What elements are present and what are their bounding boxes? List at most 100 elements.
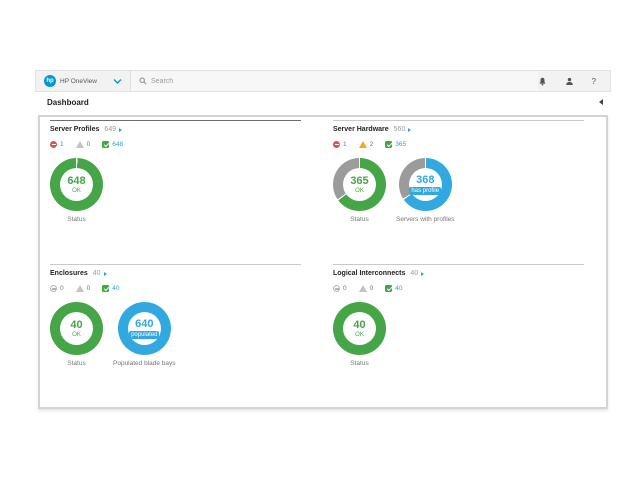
donut-column: 40 OK Status xyxy=(50,302,103,367)
critical-status-filter[interactable]: 1 xyxy=(50,141,64,148)
donut-column: 368 has profile Servers with profiles xyxy=(396,158,455,223)
panel-count[interactable]: 560 xyxy=(393,126,406,133)
donut-center: 40 OK xyxy=(60,312,93,345)
donut-value: 365 xyxy=(350,174,369,187)
ok-status-filter[interactable]: 648 xyxy=(102,141,123,148)
expand-arrow-icon[interactable] xyxy=(119,127,123,132)
donut-row: 648 OK Status xyxy=(50,158,301,223)
donut-sublabel: populated xyxy=(129,330,160,339)
donut-column: 365 OK Status xyxy=(333,158,386,223)
status-donut-chart[interactable]: 40 OK xyxy=(333,302,386,355)
expand-arrow-icon[interactable] xyxy=(103,271,107,276)
hp-logo: hp xyxy=(44,75,56,87)
status-summary-row: 1 0 648 xyxy=(50,141,301,148)
ok-status-filter[interactable]: 40 xyxy=(385,285,402,292)
critical-count: 1 xyxy=(343,141,347,148)
donut-sublabel: OK xyxy=(72,187,81,194)
warning-count: 2 xyxy=(369,141,374,148)
donut-label: Status xyxy=(67,216,86,223)
critical-status-filter[interactable]: 0 xyxy=(333,285,347,292)
brand-menu[interactable]: hp HP OneView xyxy=(36,71,130,91)
panel-count[interactable]: 40 xyxy=(92,270,101,277)
panel-header: Server Hardware 560 xyxy=(333,126,584,133)
donut-value: 40 xyxy=(70,318,83,331)
top-bar: hp HP OneView ? xyxy=(35,70,611,92)
panel-count[interactable]: 649 xyxy=(104,126,117,133)
panel-title-link[interactable]: Logical Interconnects xyxy=(333,270,406,277)
donut-value: 368 xyxy=(416,173,435,186)
user-account-icon[interactable] xyxy=(565,77,574,86)
donut-sublabel: OK xyxy=(355,187,364,194)
donut-value: 40 xyxy=(353,318,366,331)
warning-status-filter[interactable]: 0 xyxy=(75,285,91,292)
critical-count: 0 xyxy=(60,285,64,292)
page-title: Dashboard xyxy=(47,97,89,107)
ok-check-icon xyxy=(385,285,393,292)
critical-icon xyxy=(50,285,57,292)
warning-icon xyxy=(75,141,84,148)
critical-icon xyxy=(333,141,340,148)
status-donut-chart[interactable]: 40 OK xyxy=(50,302,103,355)
ok-count: 40 xyxy=(112,285,120,292)
panel-title-link[interactable]: Server Hardware xyxy=(333,126,389,133)
donut-row: 40 OK Status 640 populated Populated bla… xyxy=(50,302,301,367)
search-icon xyxy=(139,77,147,85)
donut-row: 40 OK Status xyxy=(333,302,584,367)
brand-name: HP OneView xyxy=(60,77,97,85)
donut-row: 365 OK Status 368 has profile Servers wi… xyxy=(333,158,584,223)
ok-check-icon xyxy=(102,285,110,292)
dashboard-content: Server Profiles 649 1 0 648 xyxy=(38,115,608,409)
expand-arrow-icon[interactable] xyxy=(408,127,412,132)
ok-status-filter[interactable]: 40 xyxy=(102,285,119,292)
critical-status-filter[interactable]: 1 xyxy=(333,141,347,148)
warning-icon xyxy=(358,141,367,148)
status-summary-row: 1 2 365 xyxy=(333,141,584,148)
warning-status-filter[interactable]: 2 xyxy=(358,141,374,148)
ok-status-filter[interactable]: 365 xyxy=(385,141,406,148)
critical-status-filter[interactable]: 0 xyxy=(50,285,64,292)
panel-title-link[interactable]: Enclosures xyxy=(50,270,88,277)
donut-sublabel: OK xyxy=(355,331,364,338)
donut-column: 40 OK Status xyxy=(333,302,386,367)
warning-count: 0 xyxy=(86,285,91,292)
status-donut-chart[interactable]: 648 OK xyxy=(50,158,103,211)
panel-title-link[interactable]: Server Profiles xyxy=(50,126,100,133)
critical-icon xyxy=(333,285,340,292)
expand-arrow-icon[interactable] xyxy=(421,271,425,276)
donut-sublabel: has profile xyxy=(409,186,442,195)
panel-enclosures: Enclosures 40 0 0 40 xyxy=(50,264,301,408)
panel-header: Server Profiles 649 xyxy=(50,126,301,133)
help-icon[interactable]: ? xyxy=(591,76,596,86)
warning-status-filter[interactable]: 0 xyxy=(358,285,373,292)
donut-label: Status xyxy=(350,216,369,223)
ok-check-icon xyxy=(102,141,110,148)
donut-center: 365 OK xyxy=(343,168,376,201)
status-donut-chart[interactable]: 365 OK xyxy=(333,158,386,211)
collapse-panel-icon[interactable] xyxy=(599,99,603,105)
dashboard-bar: Dashboard xyxy=(35,92,611,112)
donut-value: 648 xyxy=(67,174,86,187)
topbar-actions: ? xyxy=(538,77,610,86)
donut-center: 368 has profile xyxy=(408,168,442,201)
status-summary-row: 0 0 40 xyxy=(333,285,584,292)
notifications-bell-icon[interactable] xyxy=(538,77,547,86)
donut-column: 648 OK Status xyxy=(50,158,103,223)
donut-label: Status xyxy=(67,360,86,367)
donut-center: 40 OK xyxy=(343,312,376,345)
blade-bays-donut-chart[interactable]: 640 populated xyxy=(117,302,171,355)
profiles-donut-chart[interactable]: 368 has profile xyxy=(398,158,452,211)
status-summary-row: 0 0 40 xyxy=(50,285,301,292)
hp-oneview-app: hp HP OneView ? Dashboard xyxy=(35,70,611,409)
chevron-down-icon[interactable] xyxy=(113,78,122,85)
donut-label: Populated blade bays xyxy=(113,360,176,367)
warning-status-filter[interactable]: 0 xyxy=(75,141,90,148)
donut-column: 640 populated Populated blade bays xyxy=(113,302,176,367)
warning-icon xyxy=(358,285,367,292)
search-box xyxy=(130,71,538,91)
donut-center: 648 OK xyxy=(60,168,93,201)
panel-header: Logical Interconnects 40 xyxy=(333,270,584,277)
search-input[interactable] xyxy=(150,77,451,85)
ok-count: 365 xyxy=(395,141,407,148)
ok-count: 648 xyxy=(112,141,124,148)
panel-count[interactable]: 40 xyxy=(410,270,419,277)
